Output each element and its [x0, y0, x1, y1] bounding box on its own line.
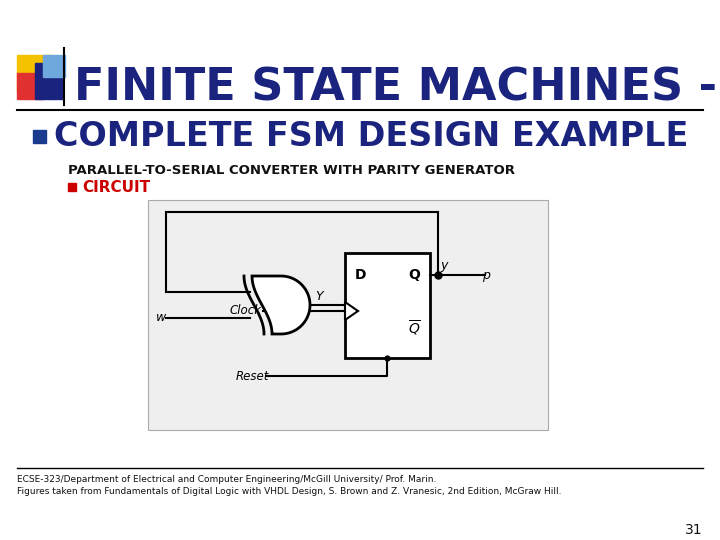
Bar: [43, 55, 65, 77]
Bar: [68, 183, 76, 191]
Polygon shape: [345, 302, 358, 320]
Text: p: p: [482, 268, 490, 281]
Polygon shape: [252, 276, 310, 334]
Bar: [345, 253, 430, 358]
Text: CIRCUIT: CIRCUIT: [82, 179, 150, 194]
Text: PARALLEL-TO-SERIAL CONVERTER WITH PARITY GENERATOR: PARALLEL-TO-SERIAL CONVERTER WITH PARITY…: [68, 164, 515, 177]
Text: D: D: [355, 268, 366, 282]
Text: w: w: [156, 311, 166, 324]
Text: Reset: Reset: [236, 369, 269, 382]
Bar: [35, 63, 63, 99]
Text: ECSE-323/Department of Electrical and Computer Engineering/McGill University/ Pr: ECSE-323/Department of Electrical and Co…: [17, 475, 436, 484]
Bar: [148, 200, 548, 430]
Text: Y: Y: [315, 291, 323, 303]
Bar: [33, 130, 46, 143]
Text: COMPLETE FSM DESIGN EXAMPLE: COMPLETE FSM DESIGN EXAMPLE: [54, 120, 688, 153]
Text: 31: 31: [685, 523, 703, 537]
Text: FINITE STATE MACHINES - II: FINITE STATE MACHINES - II: [74, 66, 720, 110]
Text: Figures taken from Fundamentals of Digital Logic with VHDL Design, S. Brown and : Figures taken from Fundamentals of Digit…: [17, 487, 562, 496]
Text: y: y: [440, 259, 447, 272]
Text: $\overline{Q}$: $\overline{Q}$: [408, 319, 421, 338]
Text: Clock: Clock: [230, 305, 262, 318]
Bar: [17, 73, 43, 99]
Text: Q: Q: [408, 268, 420, 282]
Bar: [17, 55, 53, 91]
